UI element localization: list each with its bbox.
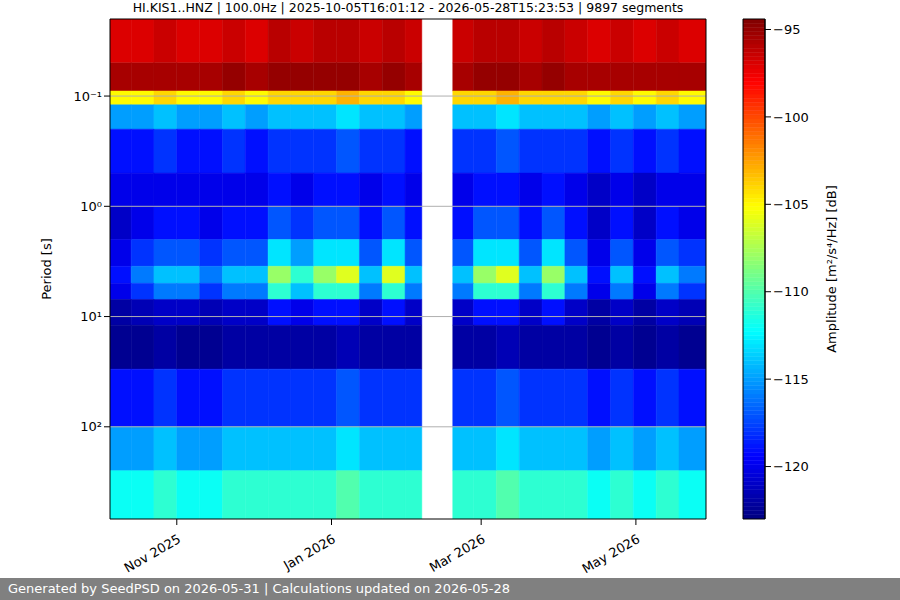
svg-text:Period [s]: Period [s] xyxy=(39,238,54,300)
svg-text:Mar 2026: Mar 2026 xyxy=(427,531,488,575)
svg-text:May 2026: May 2026 xyxy=(579,531,642,576)
svg-text:Amplitude [m²/s⁴/Hz] [dB]: Amplitude [m²/s⁴/Hz] [dB] xyxy=(824,185,839,353)
svg-text:10⁰: 10⁰ xyxy=(80,199,102,214)
svg-text:Nov 2025: Nov 2025 xyxy=(122,531,184,575)
svg-text:−120: −120 xyxy=(773,459,809,474)
svg-text:10⁻¹: 10⁻¹ xyxy=(73,89,102,104)
html-text:Generated by SeedPSD on 2026-0: Generated by SeedPSD on 2026-05-31 | Cal… xyxy=(8,581,510,596)
svg-text:−95: −95 xyxy=(773,22,800,37)
svg-text:−100: −100 xyxy=(773,110,809,125)
svg-text:10²: 10² xyxy=(80,419,102,434)
svg-text:−105: −105 xyxy=(773,197,809,212)
svg-text:−110: −110 xyxy=(773,284,809,299)
svg-text:10¹: 10¹ xyxy=(80,309,102,324)
html-text:HI.KIS1..HNZ | 100.0Hz | 2025-: HI.KIS1..HNZ | 100.0Hz | 2025-10-05T16:0… xyxy=(132,0,684,15)
svg-text:−115: −115 xyxy=(773,372,809,387)
svg-text:Jan 2026: Jan 2026 xyxy=(280,531,338,573)
